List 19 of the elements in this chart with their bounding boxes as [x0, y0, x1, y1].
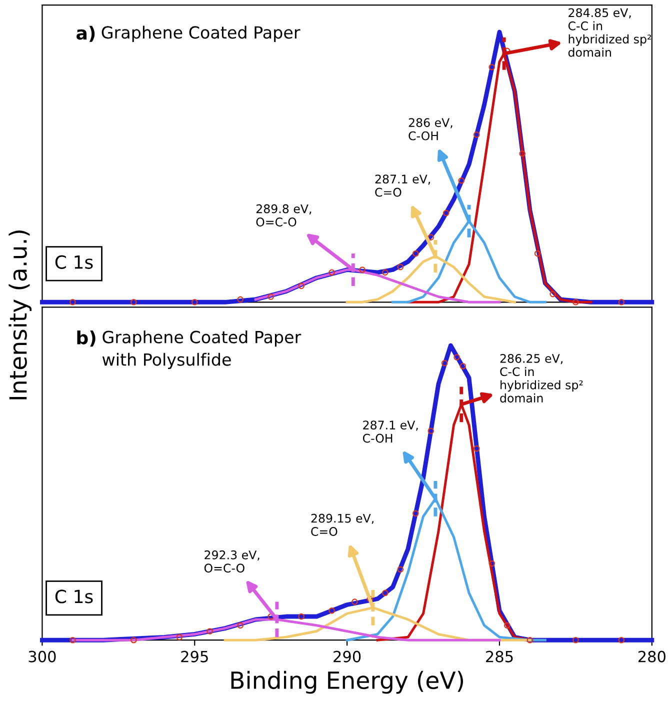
annotation: 289.8 eV, O=C-O	[256, 204, 312, 226]
x-tick-label: 285	[486, 650, 513, 662]
annotation: 289.15 eV, C=O	[311, 514, 374, 536]
x-tick-label: 295	[181, 650, 208, 662]
x-tick-label: 290	[334, 650, 361, 662]
x-tick-label: 300	[28, 650, 56, 662]
chart-title: b) Graphene Coated Paper with Polysulfide	[77, 330, 302, 370]
annotation: C 1s	[55, 255, 93, 269]
annotation: 286.25 eV, C-C in hybridized sp² domain	[500, 354, 583, 403]
x-axis-title: Binding Energy (eV)	[231, 670, 464, 694]
annotation: 284.85 eV, C-C in hybridized sp² domain	[568, 8, 651, 57]
x-tick-label: 280	[638, 650, 666, 662]
y-axis-title: Intensity (a.u.)	[8, 230, 32, 400]
chart-title: a) Graphene Coated Paper	[76, 26, 300, 42]
annotation: 292.3 eV, O=C-O	[204, 550, 260, 573]
annotation: 287.1 eV, C=O	[375, 174, 430, 197]
annotation: 286 eV, C-OH	[408, 118, 452, 140]
annotation: C 1s	[55, 590, 93, 604]
annotation: 287.1 eV, C-OH	[362, 420, 418, 443]
